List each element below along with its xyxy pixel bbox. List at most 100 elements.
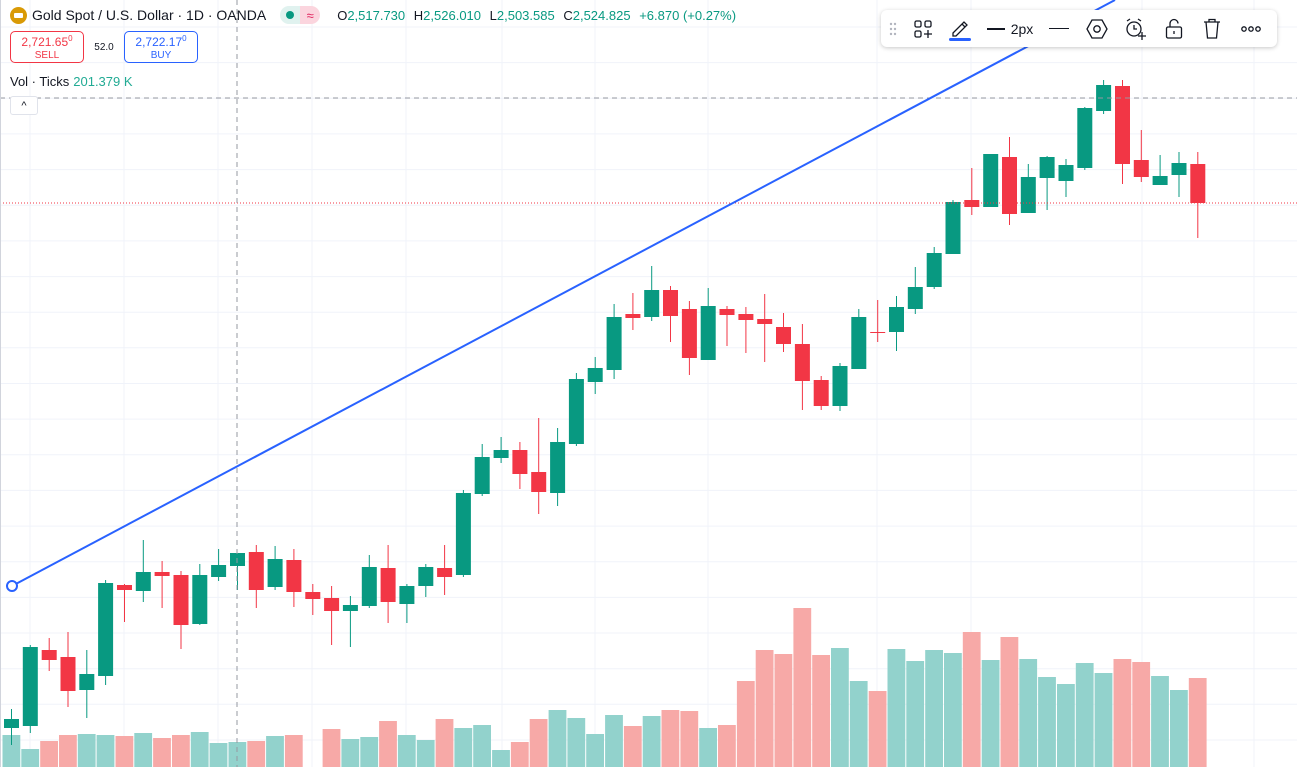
candle-body [512, 450, 528, 474]
candle-body [681, 309, 697, 358]
candle-body [474, 457, 490, 494]
volume-bar [548, 710, 567, 767]
candle-body [644, 290, 660, 317]
approx-icon[interactable]: ≈ [300, 6, 321, 24]
candle [474, 444, 490, 496]
candle [1077, 107, 1093, 170]
volume-bar [284, 735, 303, 767]
candle-body [889, 307, 904, 332]
market-open-dot-icon[interactable] [280, 6, 301, 24]
candle [41, 638, 57, 671]
candle [135, 540, 151, 602]
buy-label: BUY [150, 50, 172, 61]
candle [60, 632, 76, 707]
symbol-title[interactable]: Gold Spot / U.S. Dollar · 1D · OANDA [32, 7, 267, 23]
lock-button[interactable] [1155, 10, 1193, 47]
status-badges[interactable]: ≈ [280, 6, 321, 24]
add-alert-button[interactable] [1117, 10, 1155, 47]
high-label: H [413, 7, 424, 23]
candle [531, 418, 547, 514]
volume-bar [59, 735, 77, 767]
more-button[interactable] [1231, 10, 1271, 47]
delete-button[interactable] [1193, 10, 1231, 47]
candle [832, 363, 848, 411]
volume-bar [1000, 637, 1019, 767]
volume-bar [416, 740, 435, 767]
candle [964, 168, 980, 215]
candle-body [418, 567, 434, 586]
candle-body [1002, 157, 1017, 214]
candle-body [437, 568, 453, 577]
trading-panel: 2,721.650 SELL 52.0 2,722.170 BUY [10, 31, 198, 63]
candle [248, 545, 264, 608]
candle-body [1171, 163, 1187, 175]
candle [4, 709, 19, 745]
close-value: 2,524.825 [572, 7, 631, 23]
line-color-button[interactable] [941, 10, 979, 47]
candle [644, 266, 660, 321]
candle [1058, 159, 1074, 197]
candle [889, 296, 904, 351]
line-style-icon [1049, 28, 1069, 29]
volume-bar [153, 738, 171, 767]
candle [455, 490, 471, 577]
volume-bar [115, 736, 134, 767]
buy-price: 2,722.17 [135, 35, 183, 49]
candle-body [983, 154, 999, 207]
candle [1096, 80, 1112, 114]
volume-bar [755, 650, 774, 767]
candle-body [719, 309, 735, 315]
line-style-button[interactable] [1041, 10, 1077, 47]
settings-button[interactable] [1077, 10, 1117, 47]
candle-body [1058, 165, 1074, 181]
candle [776, 313, 791, 352]
volume-bar [266, 736, 284, 767]
candle-body [945, 202, 961, 254]
candle [757, 294, 773, 362]
volume-bar [1170, 690, 1188, 767]
candle [625, 293, 641, 330]
candle-body [738, 314, 754, 320]
sell-button[interactable]: 2,721.650 SELL [10, 31, 84, 63]
candle-body [248, 552, 264, 590]
volume-bar [1188, 678, 1207, 767]
candle-body [1152, 176, 1168, 185]
settings-hexagon-icon [1086, 18, 1108, 39]
drag-handle-icon[interactable] [881, 10, 905, 47]
candle [1039, 156, 1055, 210]
candle-body [305, 592, 321, 599]
candle-body [135, 572, 151, 591]
low-value: 2,503.585 [496, 7, 555, 23]
volume-bar [868, 691, 887, 767]
candle-body [4, 719, 19, 728]
volume-bar [510, 742, 529, 767]
candle [437, 545, 453, 595]
volume-legend[interactable]: Vol · Ticks 201.379 K [10, 74, 133, 89]
candle [211, 549, 227, 581]
candle-body [1115, 86, 1130, 164]
line-width-button[interactable]: 2px [979, 10, 1041, 47]
candle-body [1133, 160, 1149, 177]
volume-bar [718, 725, 736, 767]
candle-body [926, 253, 942, 287]
candle-body [22, 647, 38, 726]
candle-body [1039, 157, 1055, 178]
volume-bar [134, 733, 153, 767]
volume-bar [831, 648, 849, 767]
candle-body [587, 368, 603, 382]
candle [22, 645, 38, 733]
candle [851, 309, 867, 369]
candle-body [606, 317, 622, 370]
volume-bar [774, 654, 793, 767]
buy-button[interactable]: 2,722.170 BUY [124, 31, 198, 63]
collapse-legend-button[interactable]: ^ [10, 96, 38, 115]
volume-bar [567, 718, 586, 767]
volume-bar [96, 735, 115, 767]
volume-bar [247, 741, 266, 767]
templates-button[interactable] [905, 10, 941, 47]
candle-body [663, 290, 678, 316]
trend-line[interactable] [11, 0, 1116, 587]
trend-line-anchor-handle[interactable] [6, 580, 18, 592]
candle [587, 357, 603, 394]
